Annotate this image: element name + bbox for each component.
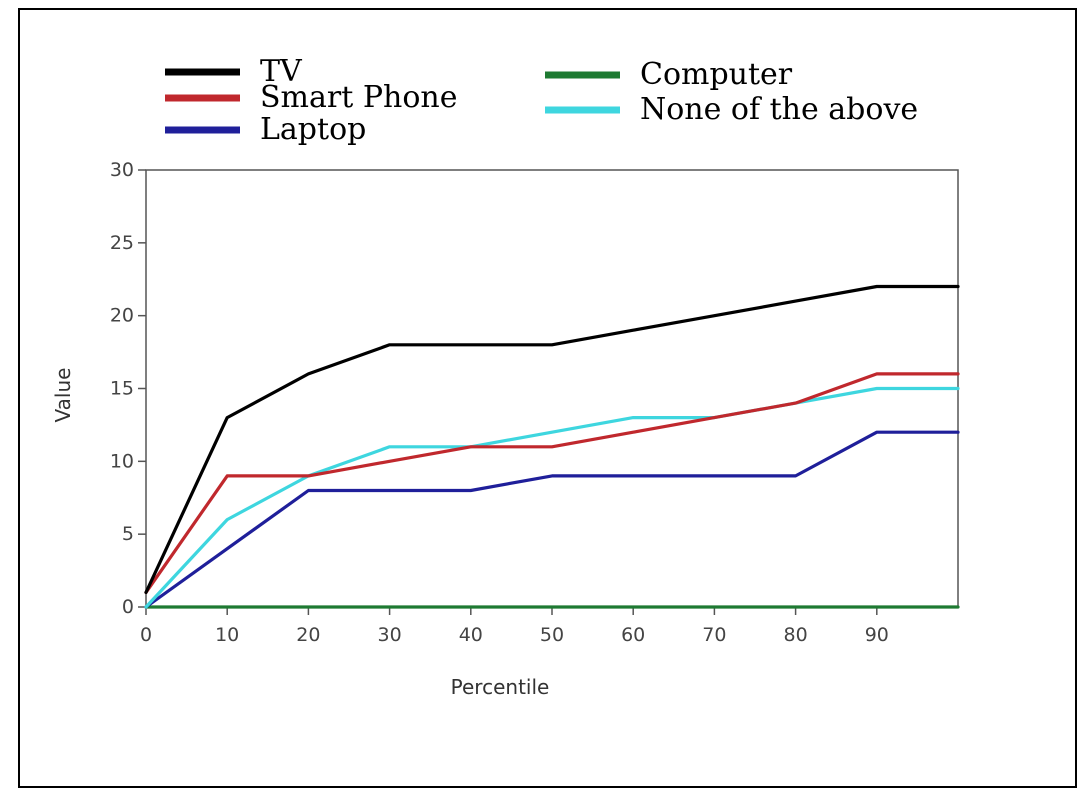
legend-label-laptop: Laptop bbox=[260, 112, 366, 147]
y-tick-label: 30 bbox=[110, 159, 134, 181]
y-tick-label: 25 bbox=[110, 232, 134, 254]
x-tick-label: 40 bbox=[459, 624, 483, 646]
x-tick-label: 50 bbox=[540, 624, 564, 646]
y-tick-label: 15 bbox=[110, 378, 134, 400]
x-axis-title: Percentile bbox=[451, 675, 550, 699]
plot-area: 0 5 10 15 20 25 30 0 10 20 30 40 50 60 70 80 90 bbox=[110, 159, 960, 646]
series-line-none-of-the-above bbox=[144, 386, 960, 609]
x-tick-label: 0 bbox=[140, 624, 152, 646]
x-tick-label: 90 bbox=[865, 624, 889, 646]
y-tick-label: 5 bbox=[122, 523, 134, 545]
legend-label-tv: TV bbox=[260, 54, 303, 89]
x-tick-label: 30 bbox=[378, 624, 402, 646]
y-tick-label: 0 bbox=[122, 596, 134, 618]
legend-label-none-of-the-above: None of the above bbox=[640, 92, 918, 127]
legend-label-computer: Computer bbox=[640, 57, 793, 92]
x-tick-label: 10 bbox=[215, 624, 239, 646]
x-tick-label: 70 bbox=[702, 624, 726, 646]
series-line-laptop bbox=[144, 430, 960, 609]
y-tick-label: 20 bbox=[110, 305, 134, 327]
x-tick-label: 80 bbox=[784, 624, 808, 646]
y-axis-title: Value bbox=[51, 368, 75, 423]
x-tick-label: 20 bbox=[296, 624, 320, 646]
legend-label-smart-phone: Smart Phone bbox=[260, 80, 457, 115]
series-line-tv bbox=[144, 284, 960, 595]
series-line-smart-phone bbox=[144, 372, 960, 595]
y-tick-label: 10 bbox=[110, 450, 134, 472]
chart-frame bbox=[18, 8, 1077, 788]
x-tick-label: 60 bbox=[621, 624, 645, 646]
